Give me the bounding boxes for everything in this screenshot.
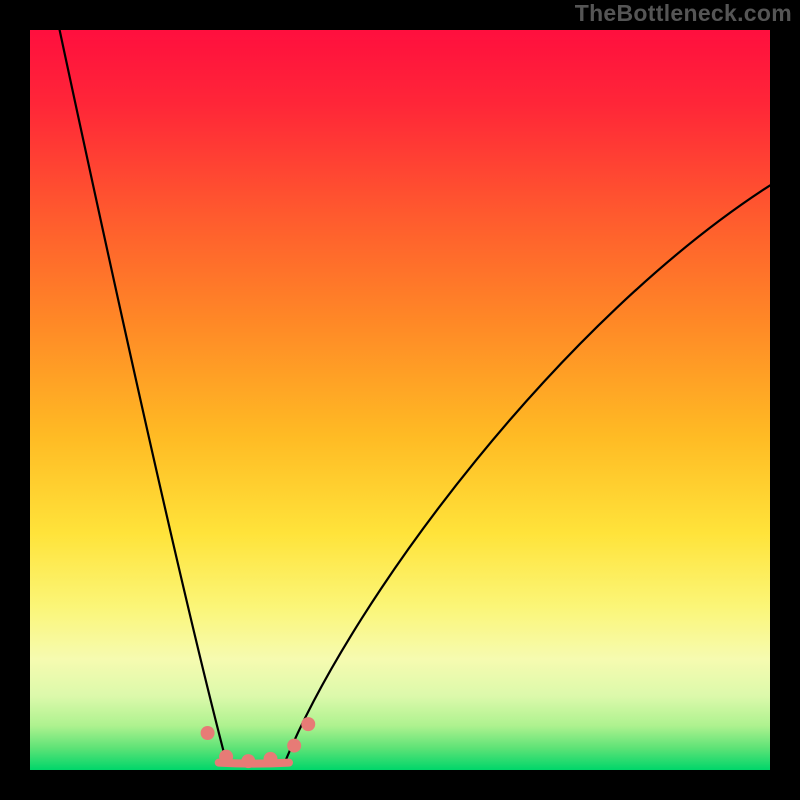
watermark-text: TheBottleneck.com xyxy=(575,0,792,27)
chart-frame: TheBottleneck.com xyxy=(0,0,800,800)
plot-area xyxy=(30,30,770,770)
